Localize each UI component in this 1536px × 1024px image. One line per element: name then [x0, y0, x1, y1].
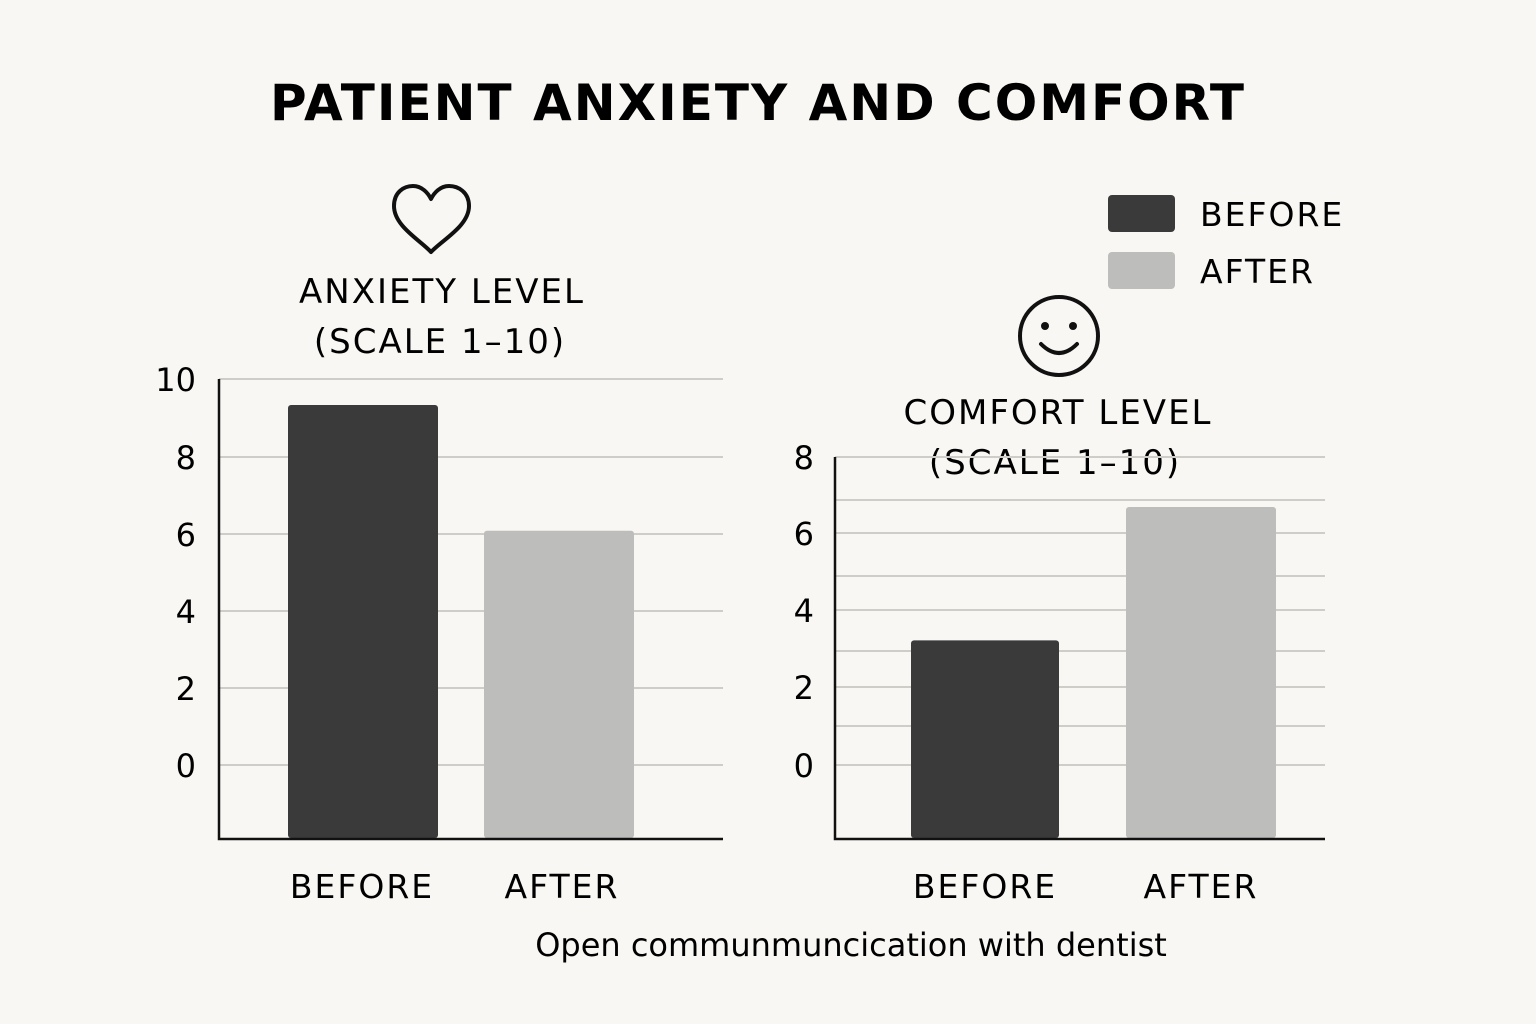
anxiety-bars [288, 405, 634, 838]
comfort-y-tick-label: 2 [794, 669, 814, 707]
comfort-axes [833, 457, 1325, 841]
comfort-y-ticks: 8 6 4 2 0 [794, 439, 814, 785]
comfort-category-labels: BEFORE AFTER [913, 867, 1259, 906]
comfort-y-tick-label: 0 [794, 747, 814, 785]
anxiety-chart: 10 8 6 4 2 0 BEFORE AFTER [155, 361, 723, 906]
comfort-category-label: BEFORE [913, 867, 1057, 906]
legend-swatch-before [1108, 195, 1175, 232]
smiley-face-icon [1018, 295, 1100, 377]
anxiety-y-tick-label: 2 [176, 670, 196, 708]
legend-label-before: BEFORE [1200, 195, 1344, 234]
comfort-bar-before [911, 640, 1059, 838]
anxiety-y-tick-label: 0 [176, 747, 196, 785]
anxiety-bar-after [484, 530, 634, 838]
anxiety-y-tick-label: 10 [155, 361, 196, 399]
anxiety-y-tick-label: 4 [176, 593, 196, 631]
anxiety-y-tick-label: 6 [176, 516, 196, 554]
legend-swatch-after [1108, 252, 1175, 289]
anxiety-category-label: BEFORE [290, 867, 434, 906]
anxiety-category-label: AFTER [505, 867, 620, 906]
comfort-y-tick-label: 6 [794, 515, 814, 553]
anxiety-axes [217, 379, 723, 841]
chart-caption: Open communmuncication with dentist [535, 926, 1167, 964]
chart-title: PATIENT ANXIETY AND COMFORT [270, 74, 1246, 132]
legend-label-after: AFTER [1200, 252, 1315, 291]
anxiety-category-labels: BEFORE AFTER [290, 867, 620, 906]
comfort-panel-subtitle: (SCALE 1–10) [929, 443, 1181, 483]
comfort-chart: 8 6 4 2 0 BEFORE AFTER [794, 439, 1325, 906]
anxiety-y-tick-label: 8 [176, 439, 196, 477]
comfort-y-tick-label: 4 [794, 592, 814, 630]
heart-outline-icon [392, 184, 471, 254]
anxiety-panel-subtitle: (SCALE 1–10) [314, 322, 566, 362]
legend: BEFORE AFTER [1108, 195, 1344, 291]
comfort-bar-after [1126, 507, 1276, 838]
anxiety-y-ticks: 10 8 6 4 2 0 [155, 361, 196, 785]
comfort-y-tick-label: 8 [794, 439, 814, 477]
comfort-bars [911, 507, 1276, 838]
anxiety-panel-title: ANXIETY LEVEL [299, 272, 585, 312]
comfort-panel-title: COMFORT LEVEL [904, 393, 1213, 433]
comfort-category-label: AFTER [1144, 867, 1259, 906]
anxiety-bar-before [288, 405, 438, 838]
